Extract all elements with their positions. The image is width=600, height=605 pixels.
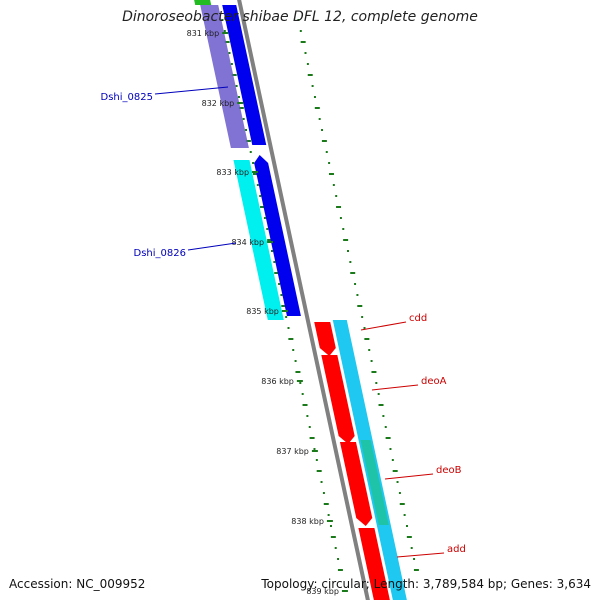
- gene-label-left: Dshi_0825: [101, 92, 153, 103]
- tick-label: 831 kbp: [187, 29, 220, 38]
- tick-labels: 831 kbp 832 kbp 833 kbp 834 kbp 835 kbp 836 k…: [187, 29, 348, 596]
- gene-arrow-deoB: [356, 518, 373, 526]
- gene-feature-deoB: [339, 442, 373, 518]
- accession-label: Accession: NC_009952: [9, 577, 146, 591]
- gene-arrow-cdd: [319, 348, 336, 356]
- tick-label: 839 kbp: [306, 587, 339, 596]
- gene-feature-add: [358, 528, 390, 600]
- gene-feature-overlap: [360, 440, 389, 525]
- leader-line-left: [187, 242, 237, 251]
- gene-label-right: cdd: [409, 313, 427, 324]
- leader-line-right: [396, 552, 445, 558]
- gene-arrow-deoA: [338, 436, 355, 444]
- tick-label: 835 kbp: [246, 307, 279, 316]
- leader-line-right: [371, 384, 419, 391]
- tick-label: 833 kbp: [216, 168, 249, 177]
- gene-label-right: add: [447, 544, 466, 555]
- gene-feature-blue-upper: [222, 5, 267, 145]
- gene-feature-cdd: [314, 322, 336, 348]
- gene-feature-blue-lower: [254, 163, 301, 316]
- gene-label-right: deoA: [421, 376, 447, 387]
- tick-label: 838 kbp: [291, 517, 324, 526]
- gene-features: [194, 0, 407, 600]
- genome-backbone: [237, 0, 371, 605]
- gene-feature-deoA: [321, 355, 355, 436]
- gene-label-right: deoB: [436, 465, 462, 476]
- leader-line-right: [360, 321, 407, 331]
- gene-feature-skyblue: [332, 320, 407, 600]
- gene-feature-Dshi_0825: [200, 5, 249, 148]
- tick-label: 836 kbp: [261, 377, 294, 386]
- tick-label: 834 kbp: [231, 238, 264, 247]
- map-title: Dinoroseobacter shibae DFL 12, complete …: [122, 9, 478, 25]
- gene-feature-Dshi_0826: [233, 160, 284, 320]
- tick-label: 837 kbp: [276, 447, 309, 456]
- tick-label: 832 kbp: [202, 99, 235, 108]
- gene-feature-green: [194, 0, 212, 5]
- gene-arrow-tip: [254, 155, 269, 163]
- genome-summary-label: Topology: circular; Length: 3,789,584 bp…: [261, 577, 591, 591]
- gene-label-left: Dshi_0826: [134, 248, 186, 259]
- leader-line-right: [384, 473, 434, 480]
- leader-line-left: [154, 86, 229, 95]
